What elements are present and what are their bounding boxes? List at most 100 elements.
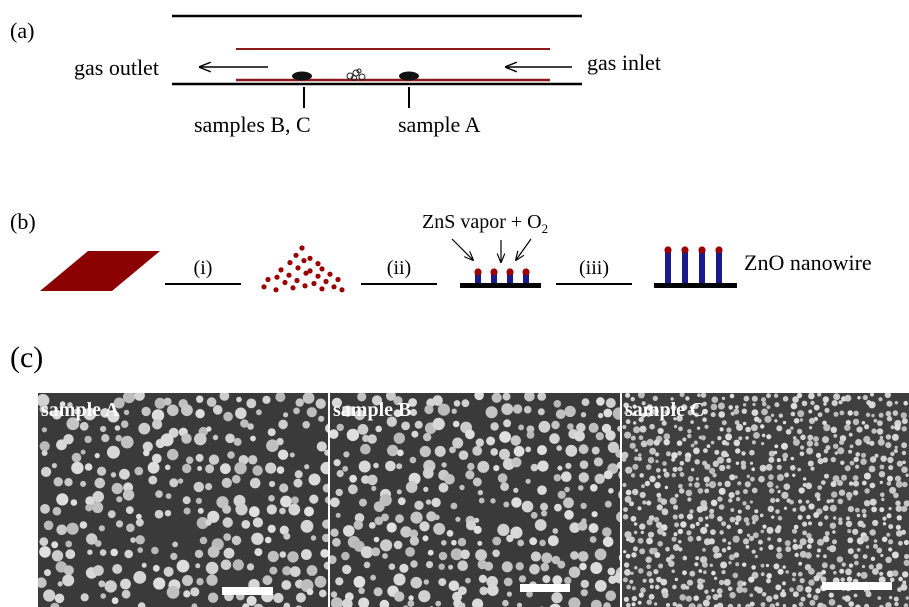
sem-particle <box>712 545 720 554</box>
sem-particle <box>782 581 786 586</box>
sem-particle <box>735 497 741 502</box>
sem-particle <box>85 496 95 506</box>
sem-particle <box>792 436 797 440</box>
sem-particle <box>869 482 876 489</box>
sem-particle <box>905 596 909 600</box>
catalyst-dot <box>319 266 325 272</box>
sem-particle <box>838 517 843 522</box>
sem-particle <box>879 464 885 470</box>
sem-particle <box>638 568 644 574</box>
sem-particle <box>733 408 740 415</box>
sem-particle <box>868 564 874 570</box>
sem-particle <box>749 449 755 456</box>
sem-particle <box>685 595 692 602</box>
sem-particle <box>639 523 646 530</box>
sem-particle <box>631 602 636 607</box>
sem-particle <box>669 554 675 560</box>
sem-particle <box>869 440 875 446</box>
sem-particle <box>822 396 829 403</box>
sem-particle <box>336 423 344 432</box>
sem-particle <box>62 574 75 587</box>
sem-particle <box>890 451 895 457</box>
sem-particle <box>719 530 724 535</box>
sem-particle <box>672 602 677 607</box>
sem-particle <box>276 437 284 446</box>
sem-particle <box>479 586 489 596</box>
sem-particle <box>879 435 884 440</box>
sem-particle <box>205 464 215 474</box>
sem-particle <box>530 551 542 562</box>
sem-particle <box>799 451 805 457</box>
vapor-arrow-left-icon <box>451 238 473 260</box>
sem-particle <box>333 459 341 467</box>
sem-particle <box>677 451 682 456</box>
sem-particle <box>729 474 736 481</box>
sem-particle <box>181 433 192 444</box>
sem-particle <box>487 584 499 596</box>
sem-particle <box>648 578 654 584</box>
catalyst-dot <box>302 283 308 289</box>
sem-particle <box>751 549 756 554</box>
sem-particle <box>306 407 317 418</box>
sem-particle <box>607 441 620 453</box>
sem-particle <box>848 601 854 607</box>
sem-particle <box>503 577 513 587</box>
sem-particle <box>776 458 781 463</box>
sem-particle <box>529 564 540 575</box>
sem-particle <box>578 444 589 455</box>
sem-particle <box>540 562 550 572</box>
sem-particle <box>687 475 694 482</box>
sem-particle <box>646 599 652 605</box>
sem-particle <box>637 456 642 462</box>
catalyst-tip <box>698 246 706 254</box>
sem-particle <box>639 491 646 499</box>
sem-particle <box>894 401 899 405</box>
sem-particle <box>687 497 692 502</box>
sem-particle <box>775 485 779 489</box>
sem-particle <box>753 432 760 439</box>
sem-particle <box>423 486 429 492</box>
catalyst-dot <box>293 252 299 258</box>
sem-particle <box>855 464 860 469</box>
sem-particle <box>686 579 694 586</box>
sem-particle <box>379 494 392 507</box>
sem-particle <box>618 490 620 499</box>
sem-particle <box>808 568 815 575</box>
sem-particle <box>682 570 687 576</box>
catalyst-dot <box>286 272 292 278</box>
catalyst-tip <box>474 268 482 276</box>
sem-particle <box>750 424 758 432</box>
sem-particle <box>904 553 909 560</box>
sem-particle <box>848 481 854 486</box>
catalyst-dot <box>311 280 317 287</box>
sem-particle <box>483 561 494 571</box>
sem-particle <box>646 412 651 417</box>
sem-particle <box>746 474 750 478</box>
sem-particle <box>646 500 652 506</box>
sem-particle <box>761 433 766 438</box>
sem-particle <box>589 536 597 543</box>
sem-particle <box>254 548 263 557</box>
sem-particle <box>752 520 756 525</box>
sem-particle <box>41 427 48 433</box>
sem-particle <box>794 552 799 558</box>
sem-particle <box>726 458 732 463</box>
panel-c: (c) sample A sample B sample C <box>10 341 909 607</box>
sem-particle <box>649 475 656 483</box>
sem-particle <box>182 496 191 505</box>
sem-particle <box>817 548 821 553</box>
sem-particle <box>671 569 675 573</box>
sem-particle <box>873 539 878 543</box>
sem-particle <box>602 527 612 537</box>
sem-particle <box>756 587 763 594</box>
sem-particle <box>492 549 500 558</box>
sem-particle <box>623 596 630 603</box>
sem-particle <box>41 466 52 477</box>
sem-particle <box>309 494 319 504</box>
sem-particle <box>634 448 638 453</box>
sem-particle <box>510 526 523 539</box>
sem-particle <box>134 466 144 476</box>
sem-particle <box>856 572 861 577</box>
sem-particle <box>702 599 710 607</box>
sem-particle <box>857 396 861 400</box>
